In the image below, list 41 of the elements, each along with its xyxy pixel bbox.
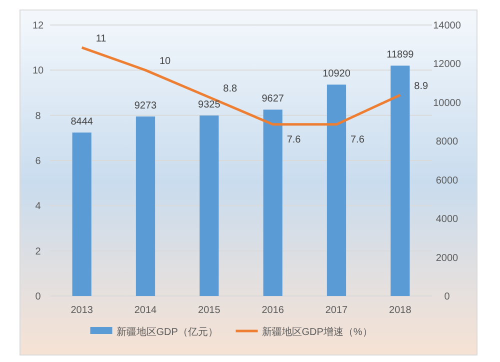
bar [200,115,219,296]
data-label: 7.6 [286,134,302,146]
y-tick-label: 2 [35,246,42,258]
x-tick-label: 2017 [325,305,348,316]
bar [72,132,92,296]
y2-tick-label: 10000 [433,98,462,109]
y-tick-label: 6 [35,156,42,167]
data-label: 10 [160,56,172,68]
y-tick-label: 12 [32,20,44,32]
x-tick-label: 2016 [262,305,284,316]
y-tick-label: 4 [35,201,42,212]
y2-tick-label: 6000 [436,175,459,186]
data-label: 10920 [322,68,351,80]
data-label: 8444 [70,116,94,128]
y-tick-label: 8 [35,110,42,122]
x-tick-label: 2014 [134,305,158,316]
data-label: 9627 [262,94,284,105]
y2-tick-label: 8000 [436,136,459,148]
y2-tick-label: 12000 [433,59,462,70]
data-label: 9273 [134,100,158,112]
y2-tick-label: 2000 [436,252,459,264]
data-label: 8.8 [223,83,238,94]
y-tick-label: 10 [32,66,44,77]
bar [326,84,346,296]
data-label: 11899 [386,50,414,61]
x-tick-label: 2018 [389,305,412,316]
data-label: 9325 [198,99,221,110]
x-tick-label: 2013 [70,305,94,316]
data-label: 7.6 [350,134,365,146]
y2-tick-label: 14000 [433,20,462,32]
bar [390,66,410,296]
bar [136,116,156,296]
bar [263,110,282,296]
x-tick-label: 2015 [198,305,221,316]
legend-label: 新疆地区GDP增速（%） [262,326,372,338]
y2-tick-label: 0 [444,292,450,302]
data-label: 11 [96,34,107,45]
data-label: 8.9 [414,81,429,92]
y-tick-label: 0 [35,292,42,302]
legend-label: 新疆地区GDP（亿元） [116,326,218,338]
y2-tick-label: 4000 [436,214,459,226]
